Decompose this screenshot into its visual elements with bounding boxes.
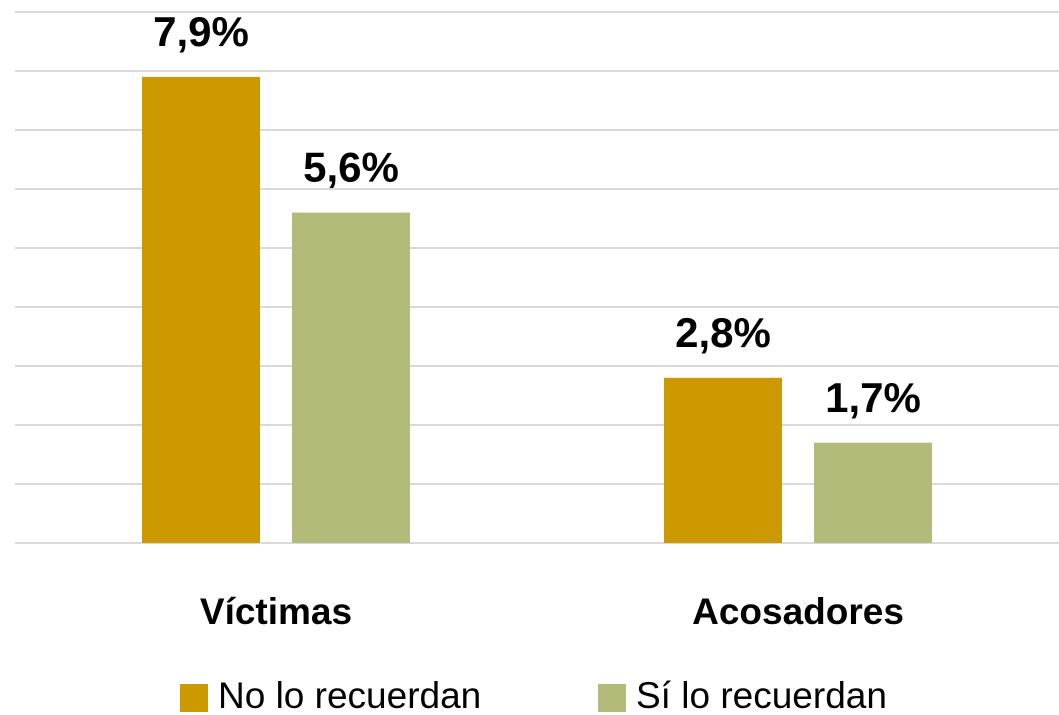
bar [664, 377, 782, 543]
bar [292, 212, 410, 543]
value-label: 7,9% [153, 8, 249, 55]
value-label: 2,8% [675, 309, 771, 356]
legend-label: No lo recuerdan [218, 675, 481, 715]
value-label: 1,7% [825, 374, 921, 421]
x-tick-label: Víctimas [200, 591, 352, 632]
bar [142, 76, 260, 544]
legend-label: Sí lo recuerdan [636, 675, 887, 715]
legend-swatch [180, 684, 208, 712]
value-label: 5,6% [303, 144, 399, 191]
legend-swatch [598, 684, 626, 712]
bar [814, 442, 932, 543]
x-tick-label: Acosadores [692, 591, 904, 632]
